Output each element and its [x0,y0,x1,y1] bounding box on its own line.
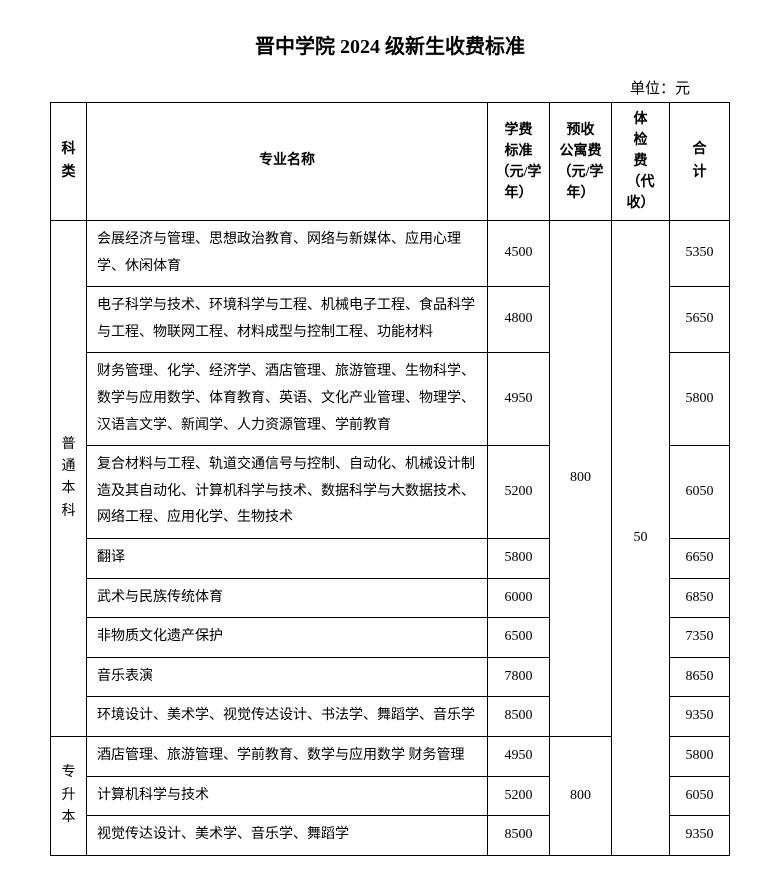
total-cell: 5650 [670,287,730,353]
total-cell: 6050 [670,446,730,539]
header-major: 专业名称 [87,103,488,221]
unit-label: 单位：元 [50,77,730,98]
major-cell: 音乐表演 [87,657,488,697]
header-medical: 体检费（代收） [612,103,670,221]
total-cell: 5800 [670,736,730,776]
major-cell: 翻译 [87,538,488,578]
tuition-cell: 4950 [488,736,550,776]
fee-table: 科类 专业名称 学费标准（元/学年） 预收公寓费（元/学年） 体检费（代收） 合… [50,102,730,856]
total-cell: 9350 [670,697,730,737]
tuition-cell: 5200 [488,776,550,816]
total-cell: 5800 [670,353,730,446]
category-cell: 普通本科 [51,221,87,737]
major-cell: 环境设计、美术学、视觉传达设计、书法学、舞蹈学、音乐学 [87,697,488,737]
total-cell: 5350 [670,221,730,287]
tuition-cell: 8500 [488,697,550,737]
major-cell: 视觉传达设计、美术学、音乐学、舞蹈学 [87,816,488,856]
tuition-cell: 6000 [488,578,550,618]
major-cell: 非物质文化遗产保护 [87,618,488,658]
dorm-cell: 800 [550,221,612,737]
total-cell: 8650 [670,657,730,697]
major-cell: 会展经济与管理、思想政治教育、网络与新媒体、应用心理学、休闲体育 [87,221,488,287]
category-cell: 专升本 [51,736,87,855]
header-tuition: 学费标准（元/学年） [488,103,550,221]
major-cell: 电子科学与技术、环境科学与工程、机械电子工程、食品科学与工程、物联网工程、材料成… [87,287,488,353]
medical-cell: 50 [612,221,670,856]
total-cell: 7350 [670,618,730,658]
header-dorm: 预收公寓费（元/学年） [550,103,612,221]
fee-document: 晋中学院 2024 级新生收费标准 单位：元 科类 专业名称 学费标准（元/学年… [0,0,780,886]
major-cell: 酒店管理、旅游管理、学前教育、数学与应用数学 财务管理 [87,736,488,776]
major-cell: 武术与民族传统体育 [87,578,488,618]
tuition-cell: 7800 [488,657,550,697]
total-cell: 9350 [670,816,730,856]
total-cell: 6050 [670,776,730,816]
major-cell: 财务管理、化学、经济学、酒店管理、旅游管理、生物科学、数学与应用数学、体育教育、… [87,353,488,446]
tuition-cell: 6500 [488,618,550,658]
header-category: 科类 [51,103,87,221]
tuition-cell: 5800 [488,538,550,578]
tuition-cell: 4800 [488,287,550,353]
tuition-cell: 8500 [488,816,550,856]
major-cell: 计算机科学与技术 [87,776,488,816]
tuition-cell: 5200 [488,446,550,539]
total-cell: 6850 [670,578,730,618]
header-total: 合计 [670,103,730,221]
major-cell: 复合材料与工程、轨道交通信号与控制、自动化、机械设计制造及其自动化、计算机科学与… [87,446,488,539]
tuition-cell: 4500 [488,221,550,287]
table-row: 普通本科 会展经济与管理、思想政治教育、网络与新媒体、应用心理学、休闲体育 45… [51,221,730,287]
dorm-cell: 800 [550,736,612,855]
tuition-cell: 4950 [488,353,550,446]
page-title: 晋中学院 2024 级新生收费标准 [50,30,730,59]
table-header-row: 科类 专业名称 学费标准（元/学年） 预收公寓费（元/学年） 体检费（代收） 合… [51,103,730,221]
total-cell: 6650 [670,538,730,578]
